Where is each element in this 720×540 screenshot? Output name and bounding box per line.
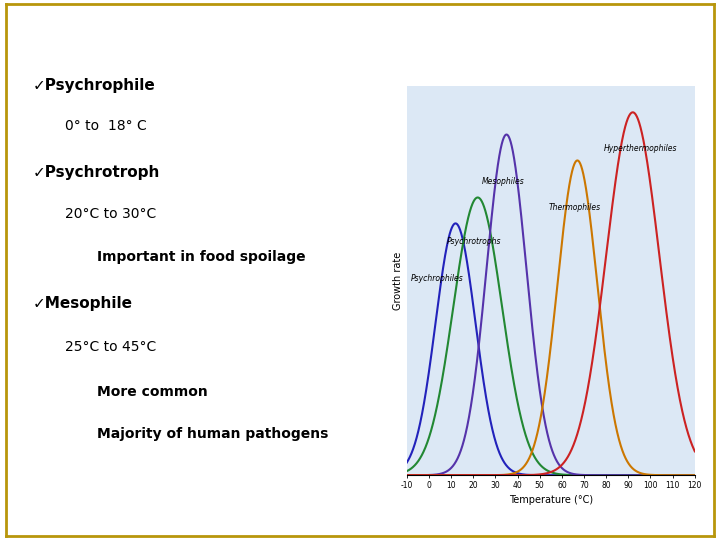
- Text: Hyperthermophiles: Hyperthermophiles: [604, 144, 678, 153]
- Text: Psychrophiles: Psychrophiles: [411, 274, 464, 282]
- X-axis label: Temperature (°C): Temperature (°C): [509, 495, 593, 505]
- Text: Psychrotrophs: Psychrotrophs: [446, 237, 501, 246]
- Text: Majority of human pathogens: Majority of human pathogens: [97, 427, 328, 441]
- Text: 0° to  18° C: 0° to 18° C: [65, 119, 147, 133]
- Text: Important in food spoilage: Important in food spoilage: [97, 251, 306, 264]
- Text: 20°C to 30°C: 20°C to 30°C: [65, 207, 156, 221]
- Text: ✓Psychrophile: ✓Psychrophile: [32, 78, 155, 93]
- Text: ✓Psychrotroph: ✓Psychrotroph: [32, 165, 160, 180]
- Y-axis label: Growth rate: Growth rate: [392, 252, 402, 310]
- Text: ✓Mesophile: ✓Mesophile: [32, 296, 132, 311]
- Text: 25°C to 45°C: 25°C to 45°C: [65, 340, 156, 354]
- Text: More common: More common: [97, 384, 208, 399]
- Text: Mesophiles: Mesophiles: [482, 177, 525, 186]
- Text: Thermophiles: Thermophiles: [549, 203, 600, 212]
